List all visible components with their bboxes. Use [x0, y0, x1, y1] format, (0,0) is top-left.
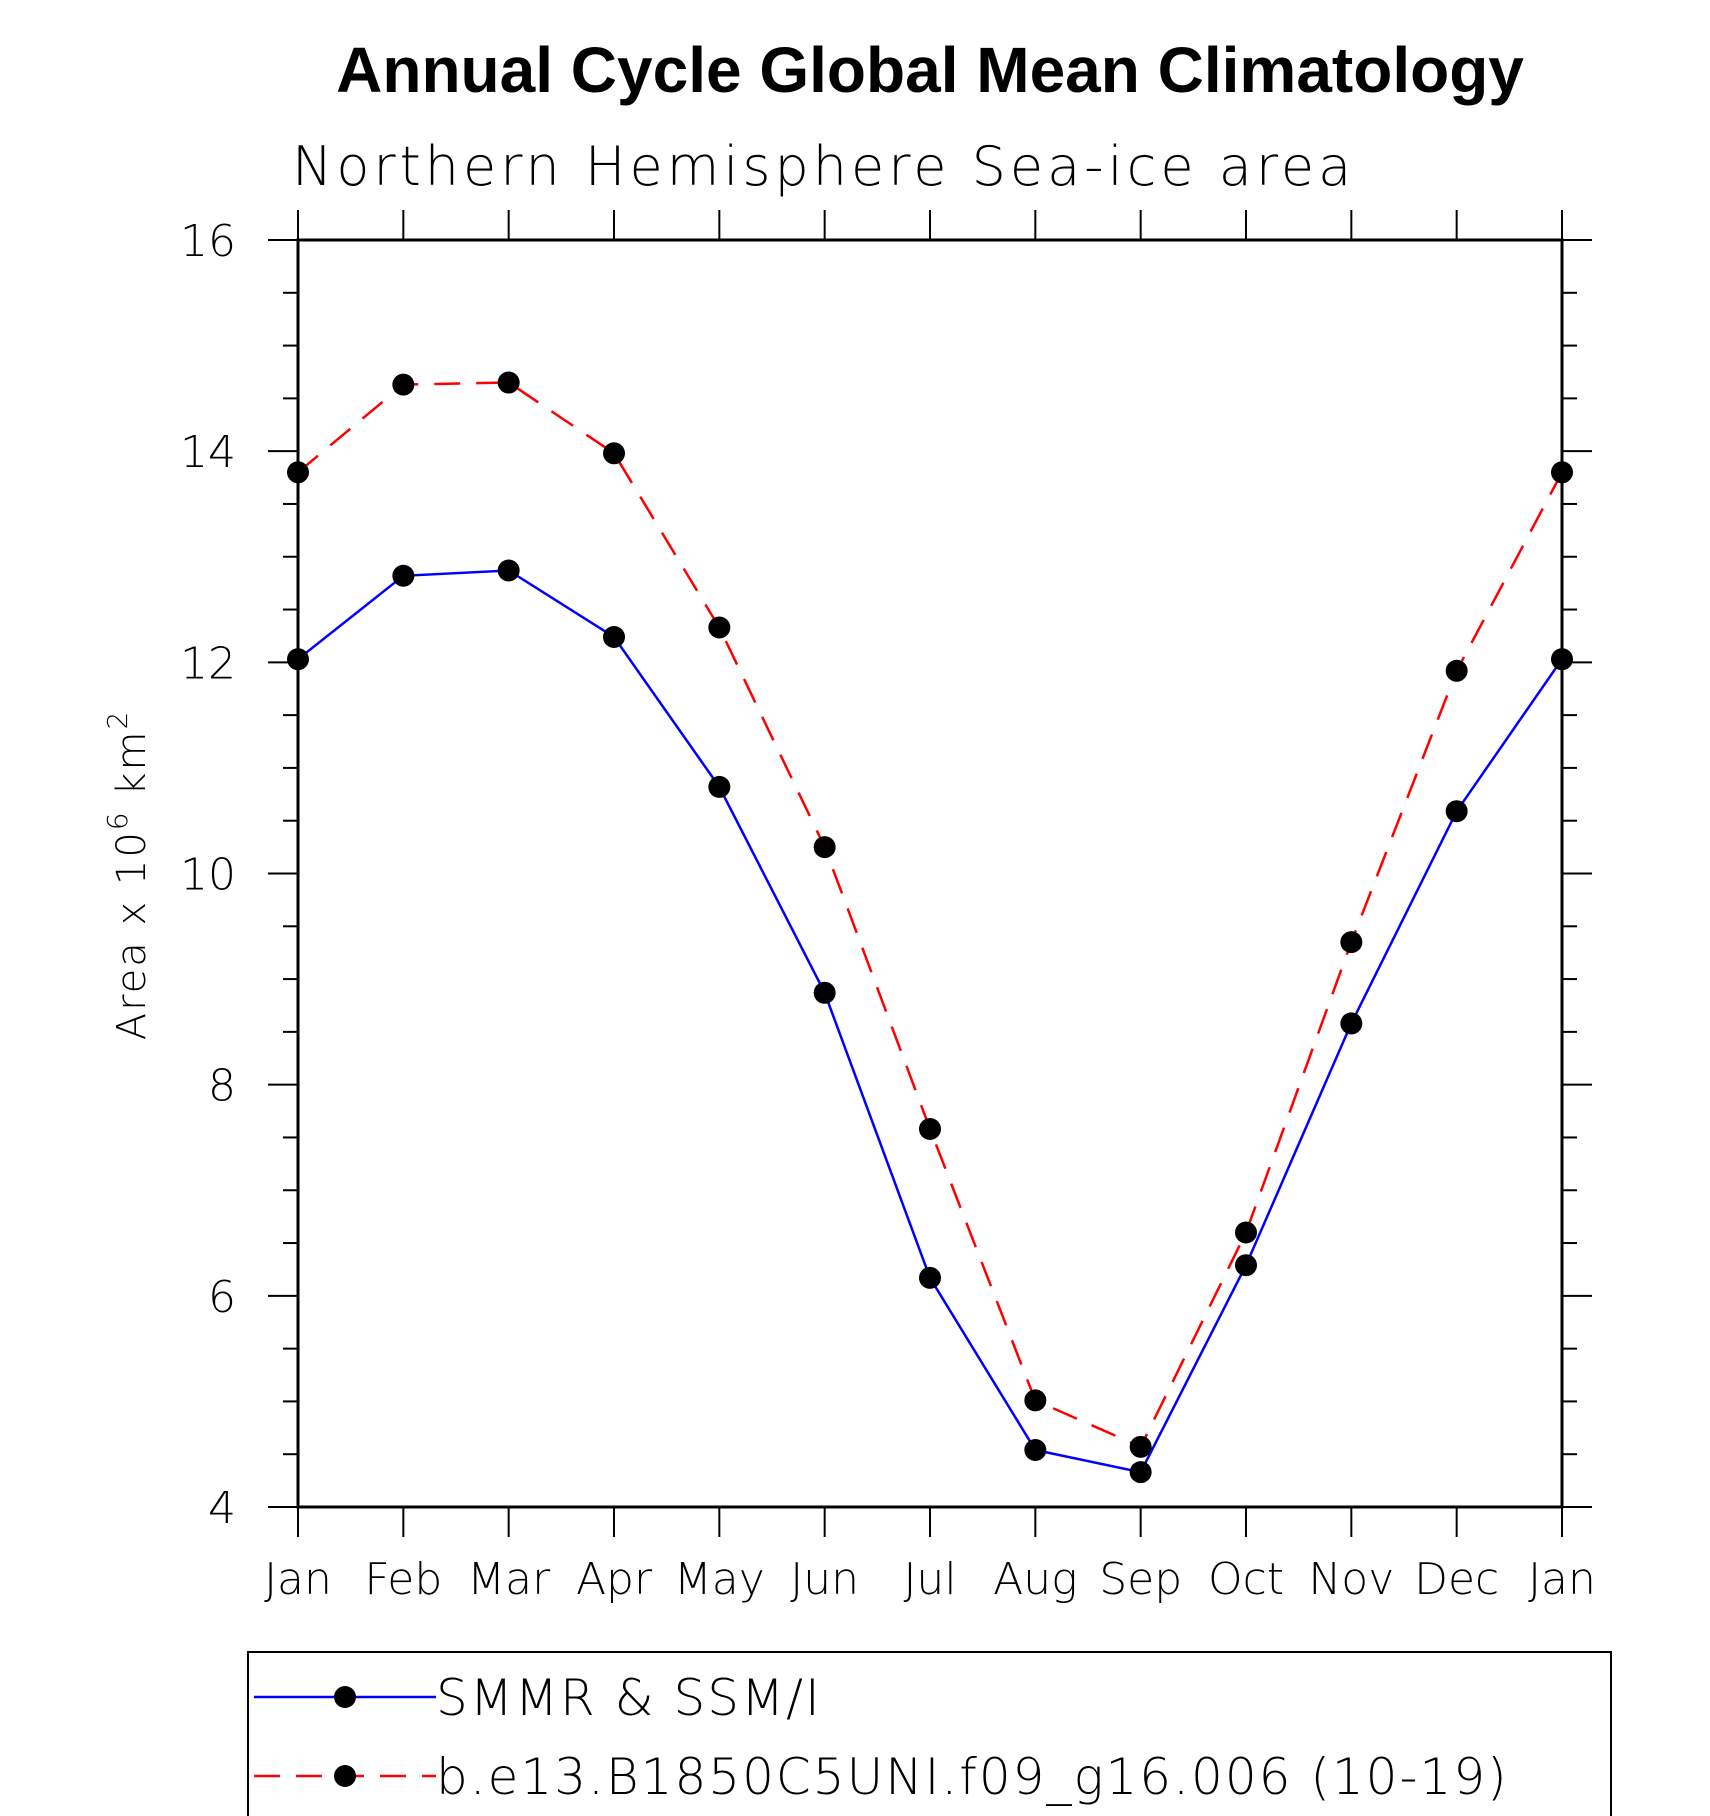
x-tick-label: Nov — [1308, 1554, 1394, 1605]
chart-title: Annual Cycle Global Mean Climatology — [336, 34, 1524, 106]
data-point-series-0 — [1340, 1012, 1363, 1035]
legend-marker-smmr — [334, 1686, 356, 1708]
x-tick-label: Jun — [790, 1554, 859, 1605]
data-point-series-0 — [708, 775, 731, 798]
plot-frame — [296, 238, 1564, 1509]
y-axis-label-unit: km — [109, 730, 155, 811]
chart-subtitle: Northern Hemisphere Sea-ice area — [292, 135, 1355, 198]
data-point-series-0 — [1235, 1254, 1257, 1277]
y-tick-label: 14 — [180, 427, 236, 478]
data-point-series-1 — [497, 371, 520, 394]
data-point-series-0 — [392, 564, 415, 587]
legend-label-smmr: SMMR & SSM/I — [436, 1669, 822, 1727]
x-tick-label: Jan — [264, 1554, 332, 1605]
data-point-series-1 — [813, 836, 836, 859]
x-tick-label: Jul — [903, 1554, 956, 1605]
legend: SMMR & SSM/I b.e13.B1850C5UNI.f09_g16.00… — [247, 1651, 1612, 1816]
y-tick-label: 12 — [180, 638, 236, 689]
data-point-series-1 — [1551, 461, 1573, 484]
x-tick-label: May — [674, 1554, 765, 1605]
data-point-series-1 — [1024, 1389, 1047, 1412]
data-point-series-0 — [1551, 648, 1573, 671]
data-point-series-0 — [1445, 800, 1468, 823]
x-tick-label: Mar — [467, 1554, 551, 1605]
y-tick-label: 6 — [208, 1272, 236, 1323]
data-point-series-1 — [1129, 1435, 1152, 1458]
y-axis-label-exponent: 6 — [101, 810, 134, 830]
y-tick-label: 10 — [180, 850, 236, 901]
data-point-series-1 — [1340, 931, 1363, 954]
data-point-series-1 — [919, 1118, 941, 1141]
data-point-series-0 — [919, 1266, 941, 1289]
x-tick-label: Oct — [1208, 1554, 1284, 1605]
legend-box — [247, 1651, 1612, 1816]
x-tick-label: Apr — [576, 1554, 653, 1605]
legend-label-model: b.e13.B1850C5UNI.f09_g16.006 (10-19) — [436, 1748, 1509, 1806]
y-tick-label: 16 — [180, 216, 236, 267]
data-point-series-1 — [1235, 1221, 1257, 1244]
series-line-0 — [297, 569, 1564, 1474]
data-point-series-1 — [603, 442, 625, 465]
data-point-series-0 — [1024, 1438, 1047, 1461]
data-point-series-1 — [708, 616, 731, 639]
x-tick-label: Feb — [364, 1554, 442, 1605]
data-point-series-0 — [813, 981, 836, 1004]
x-axis: Jan Feb Mar Apr May Jun Jul Aug Sep Oct Nov Dec Jan — [264, 210, 1596, 1605]
y-axis: 4 6 8 10 12 14 16 — [180, 216, 1592, 1534]
data-point-series-1 — [392, 373, 415, 396]
legend-marker-model — [334, 1765, 356, 1787]
data-point-series-0 — [1129, 1461, 1152, 1484]
y-axis-label-text: Area x 10 — [109, 830, 155, 1040]
data-point-series-1 — [287, 461, 309, 484]
y-tick-label: 4 — [208, 1483, 236, 1534]
x-tick-label: Aug — [993, 1554, 1077, 1605]
data-point-series-0 — [603, 625, 625, 648]
y-axis-label: Area x 106 km2 — [101, 710, 155, 1041]
x-tick-label: Sep — [1099, 1554, 1182, 1605]
data-point-series-1 — [1445, 659, 1468, 682]
x-tick-label: Dec — [1414, 1554, 1499, 1605]
series-layer — [287, 371, 1573, 1484]
y-axis-label-unit-exponent: 2 — [101, 710, 134, 730]
x-tick-label: Jan — [1528, 1554, 1596, 1605]
data-point-series-0 — [287, 648, 309, 671]
y-tick-label: 8 — [208, 1061, 236, 1112]
data-point-series-0 — [497, 559, 520, 582]
